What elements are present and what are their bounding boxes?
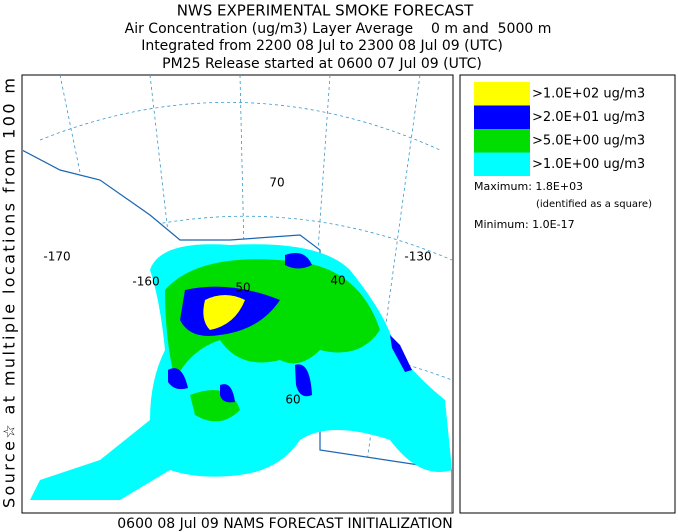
smoke-20 — [285, 252, 312, 269]
subtitle: PM25 Release started at 0600 07 Jul 09 (… — [162, 56, 482, 72]
smoke-20 — [168, 368, 188, 390]
legend-label: >2.0E+01 ug/m3 — [532, 110, 645, 125]
subtitle: Integrated from 2200 08 Jul to 2300 08 J… — [141, 38, 503, 54]
legend-label: >1.0E+02 ug/m3 — [532, 87, 645, 102]
map-label: 70 — [269, 176, 284, 190]
smoke-20 — [390, 335, 412, 372]
subtitle: Air Concentration (ug/m3) Layer Average … — [125, 21, 552, 37]
smoke-100 — [203, 295, 245, 330]
map-label: 40 — [330, 274, 345, 288]
maximum: Maximum: 1.8E+03 — [474, 180, 583, 193]
legend-label: >1.0E+00 ug/m3 — [532, 157, 645, 172]
minimum: Minimum: 1.0E-17 — [474, 218, 575, 231]
map-label: 60 — [285, 393, 300, 407]
legend-swatch — [474, 129, 530, 153]
map-label: -160 — [132, 275, 159, 289]
legend-swatch — [474, 105, 530, 129]
title: NWS EXPERIMENTAL SMOKE FORECAST — [177, 2, 474, 20]
map-label: -170 — [43, 250, 70, 264]
smoke-20 — [220, 384, 235, 403]
smoke-20 — [295, 364, 312, 397]
map: -170 -160 50 40 -130 70 60 — [21, 74, 454, 514]
legend-swatch — [474, 82, 530, 106]
legend-swatch — [474, 152, 530, 176]
maximum-note: (identified as a square) — [536, 199, 652, 210]
footer: 0600 08 Jul 09 NAMS FORECAST INITIALIZAT… — [117, 516, 452, 532]
map-label: -130 — [404, 250, 431, 264]
side-label: Source☆ at multiple locations from 100 m — [0, 78, 19, 508]
legend-label: >5.0E+00 ug/m3 — [532, 134, 645, 149]
map-label: 50 — [235, 281, 250, 295]
